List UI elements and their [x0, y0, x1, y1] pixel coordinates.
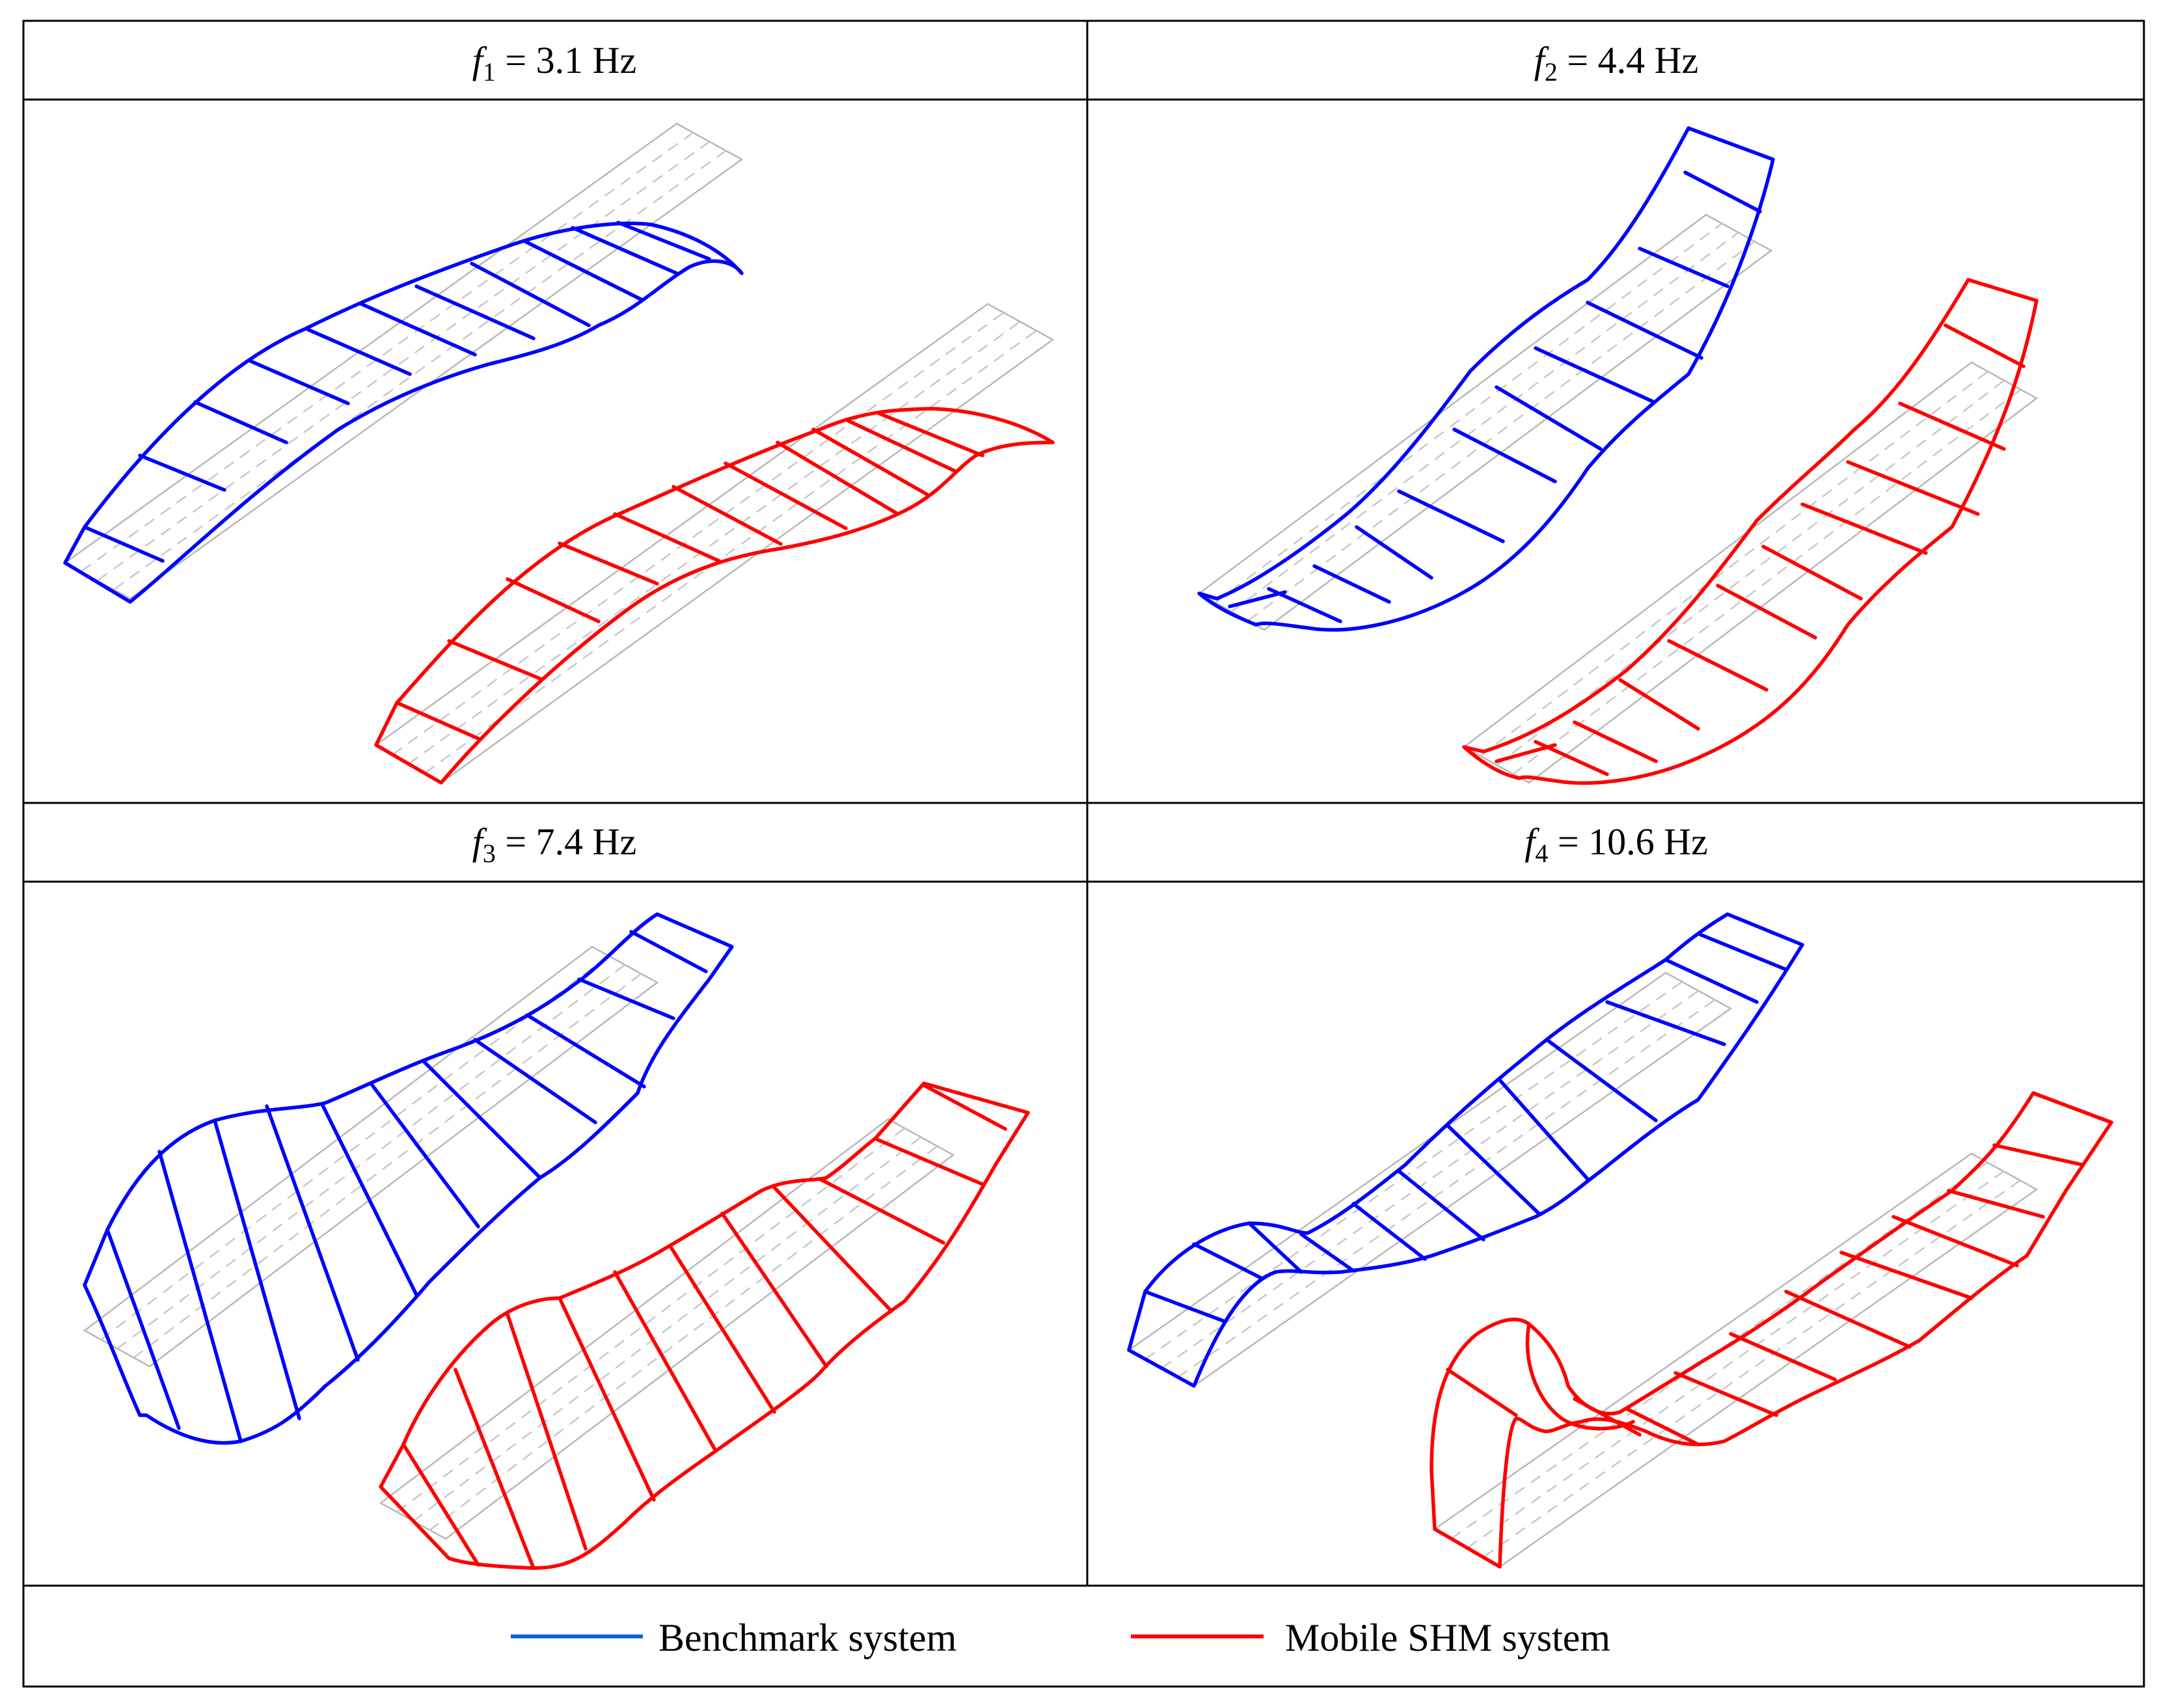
panel-1-mobile-undeformed	[374, 303, 1055, 784]
panel-1-mobile-mode	[374, 407, 1055, 785]
panel-2-benchmark-undeformed	[1197, 213, 1773, 631]
panel-3-benchmark-mode	[83, 912, 734, 1445]
panel-2-mode-shapes	[1197, 126, 2039, 785]
panel-4-mobile-mode-outline	[1430, 1091, 2113, 1569]
panel-2-mobile-mode-outline	[1462, 278, 2039, 785]
panel-4-benchmark-undeformed	[1127, 971, 1733, 1387]
panel-4-mode-shapes	[1127, 912, 2113, 1569]
legend-mobile-label: Mobile SHM system	[1285, 1616, 1610, 1659]
panel-4-frequency-label: f4 = 10.6 Hz	[1524, 820, 1707, 868]
panel-4-mobile-undeformed	[1433, 1152, 2039, 1568]
table-frame	[22, 20, 2145, 1688]
panel-4-benchmark-ribs	[1143, 932, 1788, 1323]
panel-1-frequency-label: f1 = 3.1 Hz	[472, 39, 636, 87]
panel-2-mobile-undeformed	[1462, 361, 2039, 784]
panel-3-benchmark-undeformed	[83, 945, 659, 1368]
panel-3-frequency-label: f3 = 7.4 Hz	[472, 820, 636, 868]
panel-3-benchmark-mode-outline	[83, 912, 734, 1445]
panel-1-benchmark-mode	[63, 221, 744, 604]
panel-4-mobile-mode	[1430, 1091, 2113, 1569]
panel-3-benchmark-ribs	[105, 930, 708, 1443]
panel-1-benchmark-mode-outline	[63, 221, 744, 604]
panel-1-mobile-mode-outline	[374, 407, 1055, 785]
panel-1-mobile-ribs	[395, 411, 984, 740]
panel-3-mobile-ribs	[401, 1083, 1007, 1570]
panel-3-mobile-mode-outline	[379, 1081, 1030, 1570]
panel-3-mobile-mode	[379, 1081, 1030, 1570]
panel-4-benchmark-mode	[1127, 912, 1804, 1388]
panel-2-frequency-label: f2 = 4.4 Hz	[1534, 39, 1698, 87]
legend: Benchmark system Mobile SHM system	[511, 1616, 1610, 1659]
panel-2-mobile-ribs	[1495, 323, 2026, 776]
panel-1-benchmark-ribs	[83, 221, 711, 563]
legend-benchmark-label: Benchmark system	[658, 1616, 956, 1659]
panel-2-benchmark-mode	[1197, 126, 1775, 632]
panel-2-mobile-mode	[1462, 278, 2039, 785]
panel-1-mode-shapes	[63, 122, 1055, 785]
panel-3-mode-shapes	[83, 912, 1030, 1570]
panel-4-benchmark-mode-outline	[1127, 912, 1804, 1388]
panel-3-mobile-undeformed	[379, 1118, 955, 1540]
panel-2-benchmark-mode-outline	[1197, 126, 1775, 632]
panel-2-benchmark-ribs	[1228, 170, 1762, 623]
panel-4-mobile-ribs	[1446, 1091, 2113, 1446]
